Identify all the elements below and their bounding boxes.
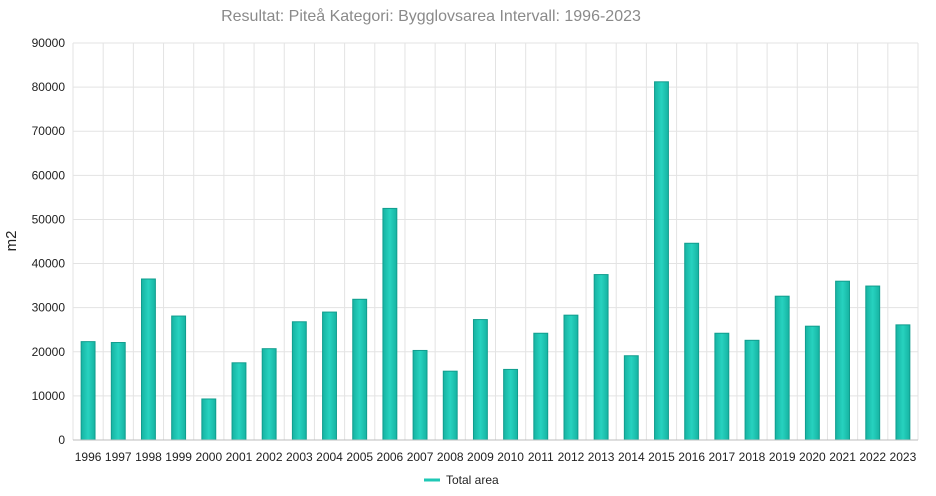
x-tick-label: 2009	[467, 450, 494, 464]
bar-2000[interactable]	[201, 398, 217, 441]
x-tick-label: 2015	[648, 450, 675, 464]
x-tick-label: 1996	[75, 450, 102, 464]
bar-2017[interactable]	[714, 332, 730, 441]
x-tick-label: 2016	[678, 450, 705, 464]
x-tick-label: 2010	[497, 450, 524, 464]
x-tick-label: 2001	[226, 450, 253, 464]
x-tick-label: 2023	[890, 450, 917, 464]
y-axis-ticks: 0 10000 20000 30000 40000 50000 60000 70000 8000…	[32, 36, 66, 447]
bar-1996[interactable]	[80, 341, 96, 441]
bar-2015[interactable]	[654, 81, 669, 441]
bar-2022[interactable]	[865, 285, 881, 441]
gridlines	[72, 42, 919, 441]
x-tick-label: 2002	[256, 450, 283, 464]
bar-2005[interactable]	[352, 298, 368, 441]
y-tick-label: 60000	[32, 168, 66, 182]
y-tick-label: 50000	[32, 212, 66, 226]
bar-2019[interactable]	[774, 295, 790, 441]
bar-1997[interactable]	[110, 342, 126, 441]
bar-2016[interactable]	[684, 242, 700, 441]
x-tick-label: 2017	[708, 450, 735, 464]
bar-2004[interactable]	[322, 311, 337, 441]
y-tick-label: 0	[58, 433, 65, 447]
bar-2008[interactable]	[442, 370, 458, 441]
x-tick-label: 2004	[316, 450, 343, 464]
x-tick-label: 2012	[558, 450, 585, 464]
bar-2021[interactable]	[835, 280, 850, 441]
bar-2014[interactable]	[623, 355, 639, 441]
legend-label-total-area: Total area	[446, 473, 499, 487]
x-tick-label: 2019	[769, 450, 796, 464]
x-tick-label: 2022	[859, 450, 886, 464]
bar-2001[interactable]	[231, 362, 247, 441]
x-tick-label: 2000	[195, 450, 222, 464]
legend[interactable]: Total area	[424, 473, 499, 487]
y-tick-label: 90000	[32, 36, 66, 50]
bar-2007[interactable]	[412, 349, 428, 441]
x-tick-label: 1999	[165, 450, 192, 464]
x-tick-label: 2018	[739, 450, 766, 464]
bar-2003[interactable]	[291, 321, 307, 441]
y-tick-label: 30000	[32, 301, 66, 315]
y-tick-label: 40000	[32, 257, 66, 271]
y-tick-label: 20000	[32, 345, 66, 359]
x-tick-label: 1997	[105, 450, 132, 464]
x-tick-label: 2003	[286, 450, 313, 464]
y-axis-label: m2	[3, 231, 20, 252]
x-tick-label: 2014	[618, 450, 645, 464]
bar-2010[interactable]	[503, 368, 519, 441]
bars	[80, 81, 911, 441]
bar-2020[interactable]	[804, 325, 820, 441]
x-tick-label: 2021	[829, 450, 856, 464]
bar-2013[interactable]	[593, 274, 609, 441]
x-tick-label: 2008	[437, 450, 464, 464]
bar-2018[interactable]	[744, 339, 760, 441]
chart-title: Resultat: Piteå Kategori: Bygglovsarea I…	[221, 7, 641, 25]
bar-2006[interactable]	[382, 207, 398, 441]
bar-2002[interactable]	[261, 348, 277, 441]
y-tick-label: 80000	[32, 80, 66, 94]
bar-1998[interactable]	[141, 278, 156, 441]
bar-2011[interactable]	[533, 332, 549, 441]
bar-2009[interactable]	[472, 319, 488, 441]
bar-2023[interactable]	[895, 324, 911, 441]
y-tick-label: 70000	[32, 124, 66, 138]
x-tick-label: 2005	[346, 450, 373, 464]
x-tick-label: 2006	[377, 450, 404, 464]
x-tick-label: 2013	[588, 450, 615, 464]
bar-1999[interactable]	[171, 315, 187, 441]
bar-2012[interactable]	[563, 314, 579, 441]
x-tick-label: 2007	[407, 450, 434, 464]
y-tick-label: 10000	[32, 389, 66, 403]
x-tick-label: 2011	[528, 450, 554, 464]
x-tick-label: 2020	[799, 450, 826, 464]
x-tick-label: 1998	[135, 450, 162, 464]
x-axis-ticks: 1996 1997 1998 1999 2000 2001 2002 2003 2004 2005…	[75, 450, 917, 464]
